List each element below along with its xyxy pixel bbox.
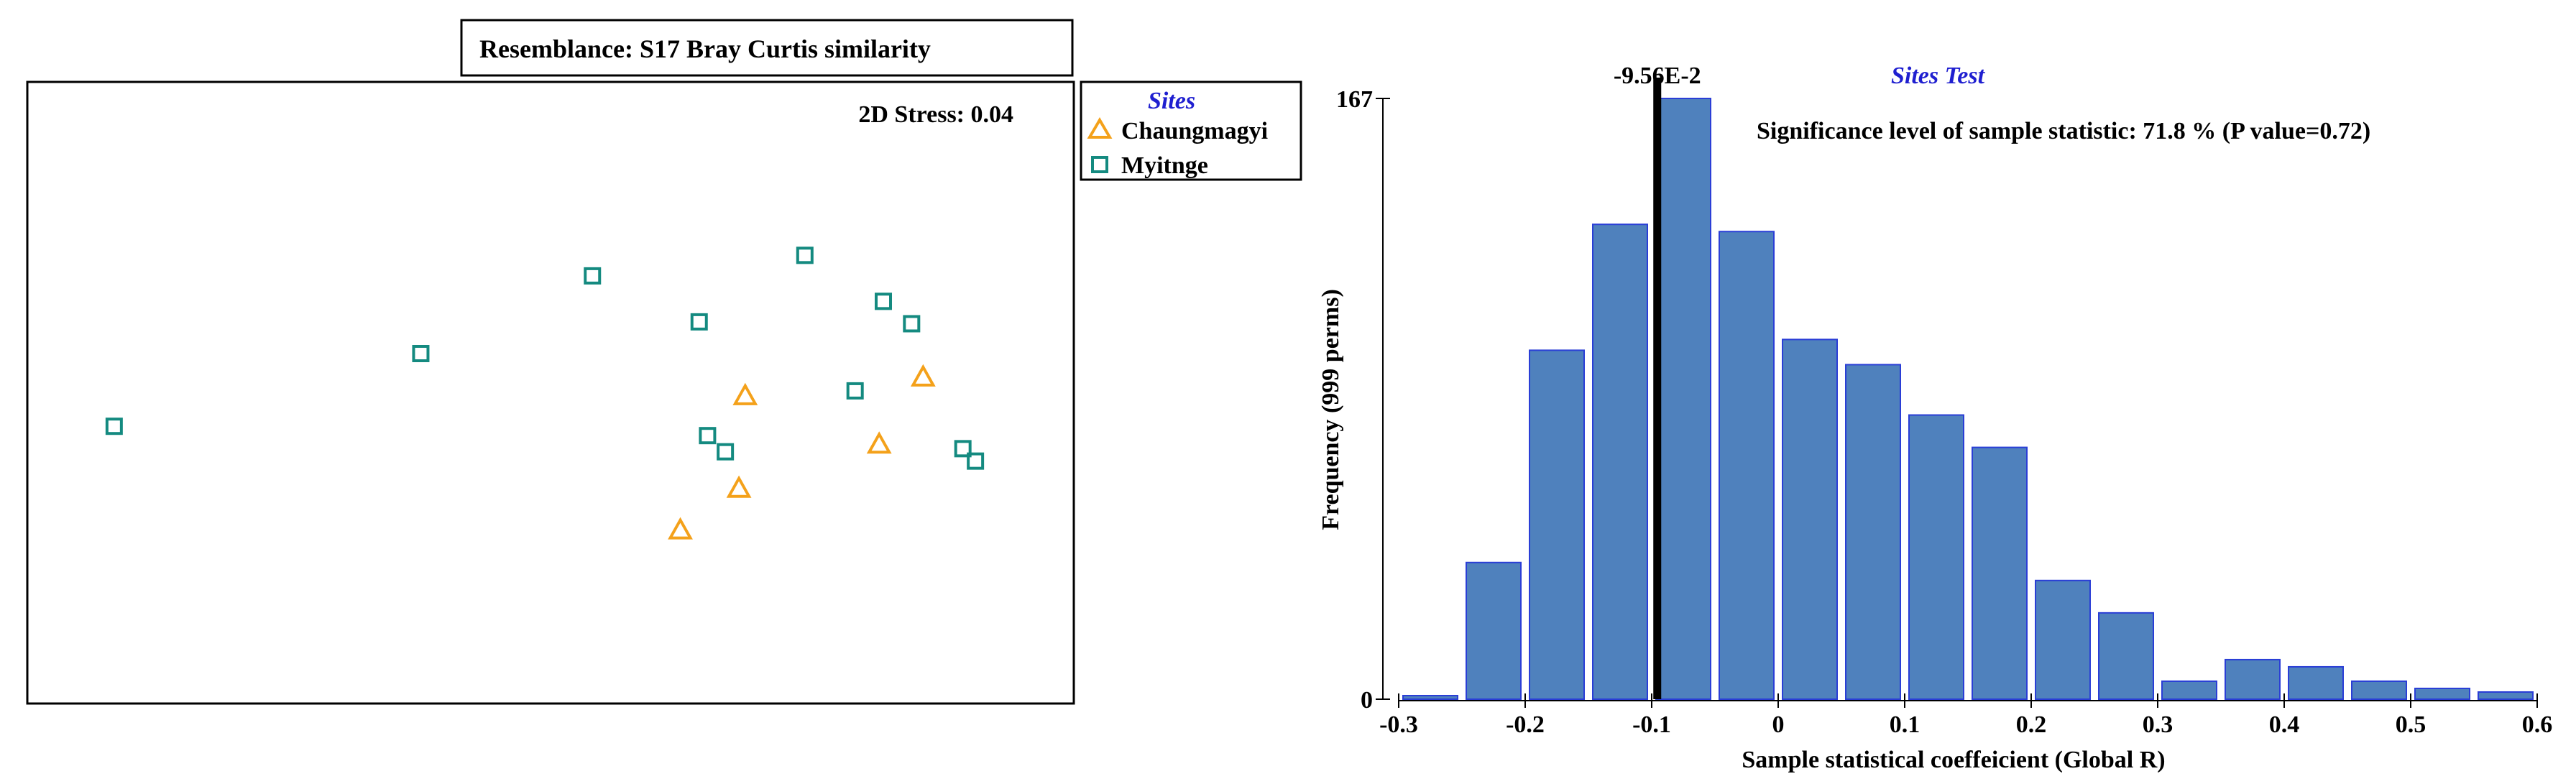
point-chaungmagyi-4	[668, 517, 693, 540]
histogram-bar-16	[2414, 687, 2470, 701]
significance-annotation: Significance level of sample statistic: …	[1757, 118, 2370, 144]
histogram-y-axis-label: Frequency (999 perms)	[1317, 289, 1344, 530]
point-chaungmagyi-3	[726, 475, 752, 498]
x-tick-label-7: 0.4	[2269, 711, 2300, 738]
point-myitnge-1	[412, 345, 430, 363]
point-myitnge-6	[903, 315, 921, 333]
x-tick-label-0: -0.3	[1379, 711, 1418, 738]
sample-statistic-label: -9.56E-2	[1614, 63, 1701, 89]
histogram-bar-12	[2161, 680, 2217, 700]
histogram-bar-1	[1466, 561, 1522, 700]
histogram-bars-layer	[1402, 98, 2534, 701]
histogram-bar-9	[1972, 446, 2028, 700]
x-tick-label-2: -0.1	[1632, 711, 1671, 738]
point-myitnge-4	[796, 246, 814, 264]
histogram-bar-13	[2225, 658, 2281, 701]
x-tick-label-1: -0.2	[1506, 711, 1545, 738]
mds-legend-box	[1080, 80, 1302, 181]
x-tick-label-9: 0.6	[2522, 711, 2553, 738]
point-chaungmagyi-2	[866, 431, 892, 454]
histogram-bar-10	[2035, 579, 2091, 700]
x-tick-label-4: 0.1	[1890, 711, 1920, 738]
histogram-bar-4	[1655, 98, 1711, 700]
mds-points-layer	[105, 246, 985, 540]
histogram-x-axis-label: Sample statistical coeffeicient (Global …	[1742, 747, 2165, 773]
x-tick-label-8: 0.5	[2396, 711, 2426, 738]
histogram-bar-6	[1782, 338, 1838, 700]
histogram-bar-7	[1845, 364, 1901, 700]
point-myitnge-7	[846, 382, 864, 400]
point-myitnge-8	[699, 427, 717, 445]
point-myitnge-2	[584, 267, 602, 285]
x-tick-label-5: 0.2	[2016, 711, 2047, 738]
mds-title: Resemblance: S17 Bray Curtis similarity	[479, 34, 931, 63]
point-chaungmagyi-0	[732, 382, 758, 405]
histogram-bar-2	[1529, 349, 1585, 700]
y-tick-label-1: 167	[1336, 86, 1373, 113]
point-myitnge-0	[105, 418, 123, 435]
legend-label-chaungmagyi: Chaungmagyi	[1121, 118, 1268, 144]
point-myitnge-11	[967, 452, 985, 470]
mds-panel: Resemblance: S17 Bray Curtis similarity …	[26, 19, 1302, 705]
point-myitnge-5	[875, 292, 893, 310]
mds-plot-frame	[26, 80, 1075, 705]
point-myitnge-10	[954, 440, 972, 458]
histogram-bar-15	[2351, 680, 2407, 700]
point-myitnge-3	[690, 313, 708, 331]
point-myitnge-9	[717, 443, 735, 461]
histogram-bar-0	[1402, 694, 1458, 701]
histogram-axes-layer: 0 167 -0.3 -0.2 -0.1 0 0.1 0.2 0.3 0.4 0.5 0.6	[1336, 86, 2552, 738]
legend-title: Sites	[1148, 88, 1195, 114]
point-chaungmagyi-1	[910, 364, 936, 387]
histogram-bar-8	[1908, 414, 1964, 700]
mds-title-box	[460, 19, 1074, 77]
legend-triangle-icon	[1087, 117, 1113, 139]
x-tick-label-3: 0	[1772, 711, 1785, 738]
x-tick-label-6: 0.3	[2143, 711, 2174, 738]
y-tick-label-0: 0	[1361, 687, 1373, 714]
histogram-bar-17	[2478, 691, 2534, 701]
histogram-bar-11	[2098, 612, 2154, 700]
legend-square-icon	[1091, 156, 1108, 173]
histogram-bar-14	[2288, 665, 2344, 700]
histogram-title: Sites Test	[1891, 63, 1986, 89]
mds-stress-label: 2D Stress: 0.04	[858, 101, 1013, 128]
legend-label-myitnge: Myitnge	[1121, 152, 1208, 179]
histogram-bar-3	[1592, 223, 1648, 700]
histogram-panel: Sites Test Significance level of sample …	[1317, 63, 2552, 773]
histogram-bar-5	[1719, 231, 1775, 700]
